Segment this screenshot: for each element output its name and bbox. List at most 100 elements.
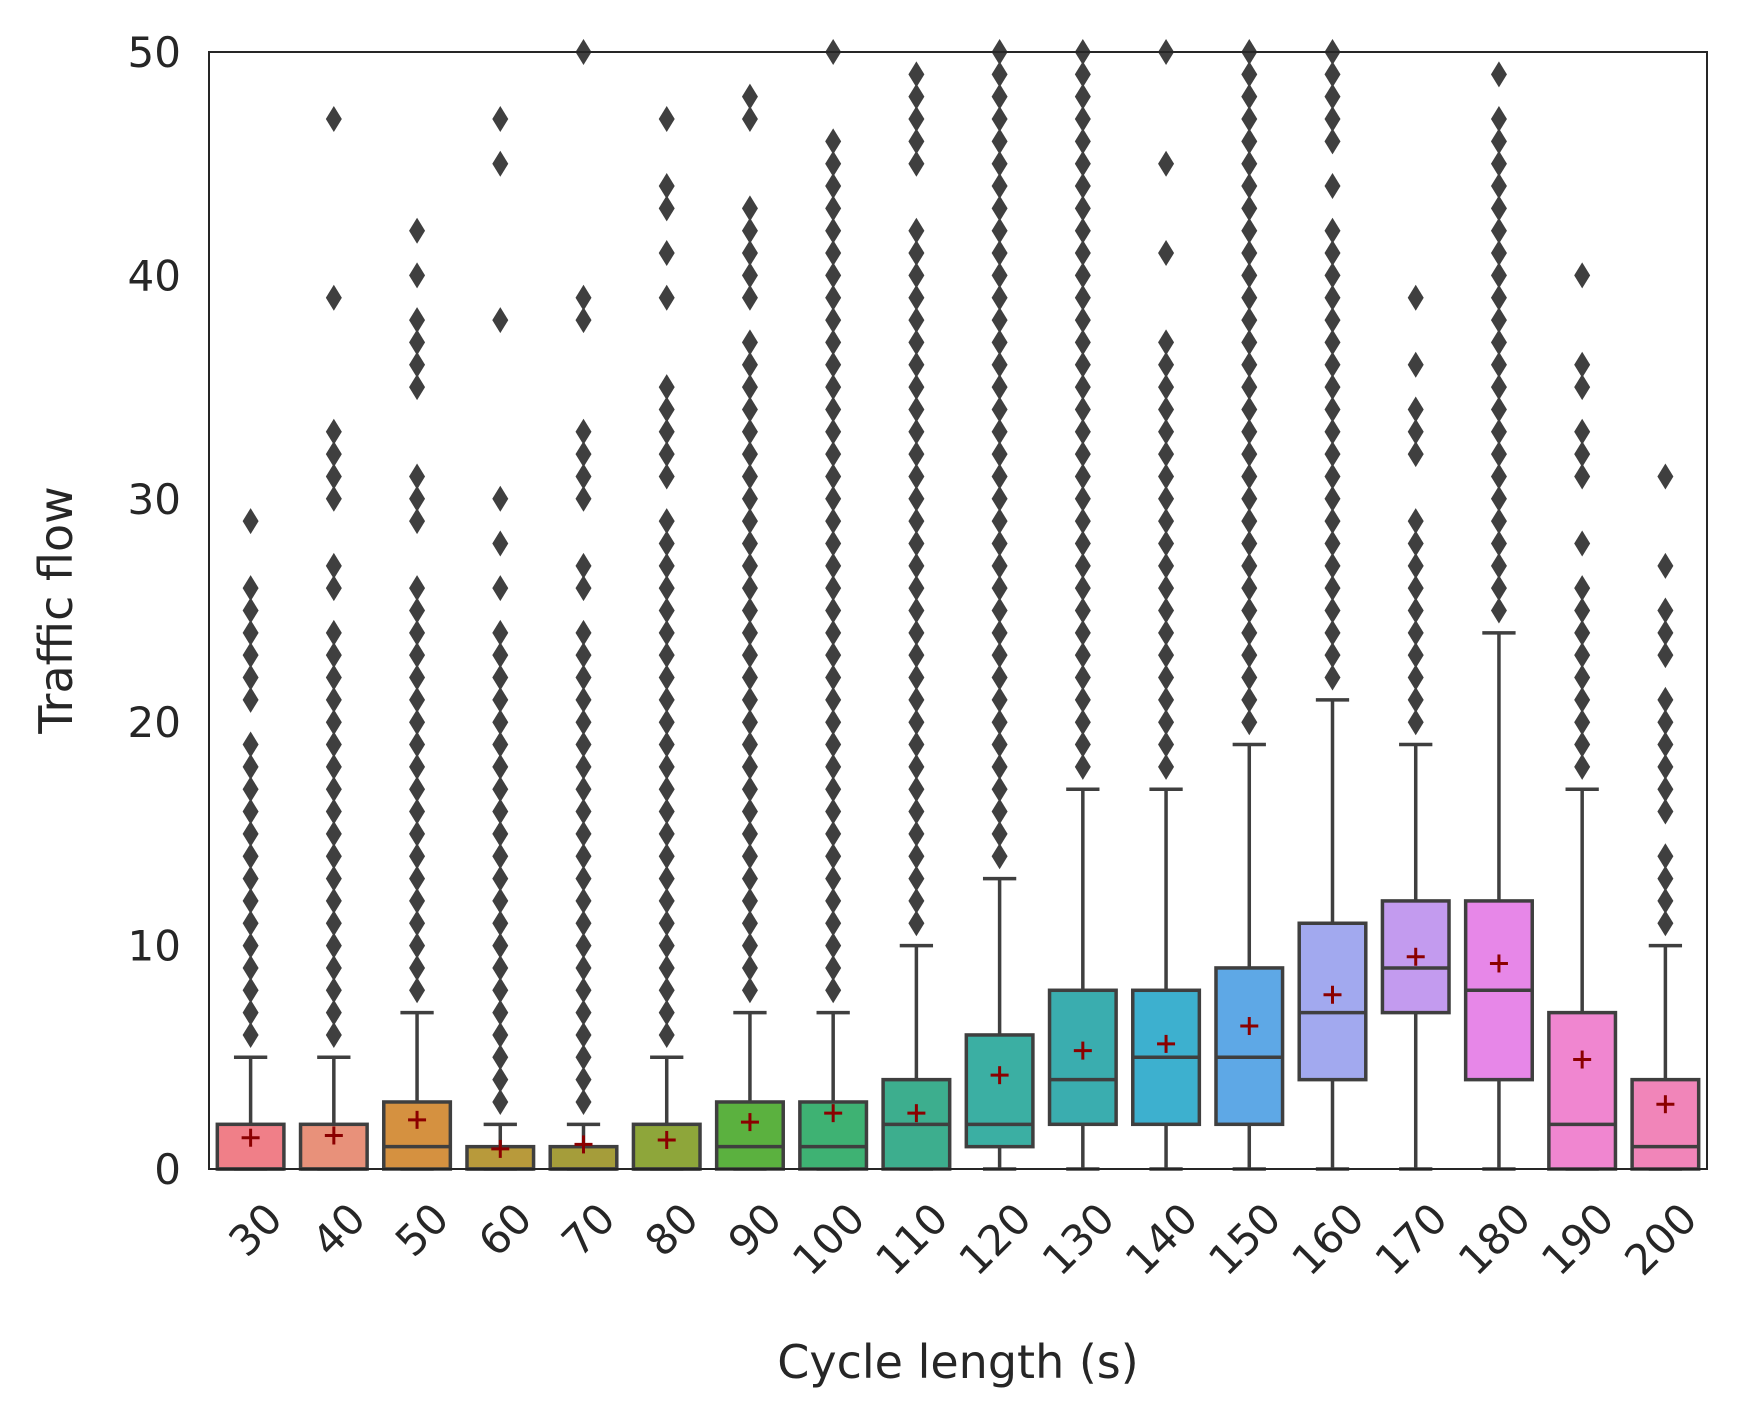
outlier-point — [242, 977, 259, 1004]
outlier-point — [1074, 731, 1091, 758]
outlier-point — [658, 910, 675, 937]
mean-marker — [1240, 1017, 1259, 1036]
outlier-point — [825, 575, 842, 602]
outlier-point — [741, 798, 758, 825]
mean-marker — [1573, 1050, 1592, 1069]
outlier-point — [908, 642, 925, 669]
outlier-point — [409, 642, 426, 669]
outlier-point — [575, 776, 592, 803]
outlier-point — [825, 686, 842, 713]
outlier-point — [1158, 374, 1175, 401]
outlier-point — [991, 150, 1008, 177]
outlier-point — [242, 686, 259, 713]
outlier-point — [1490, 597, 1507, 624]
box-group-100 — [798, 39, 869, 1171]
outlier-point — [1657, 709, 1674, 736]
outlier-point — [741, 709, 758, 736]
outlier-point — [1407, 709, 1424, 736]
outlier-point — [492, 150, 509, 177]
outlier-point — [1407, 552, 1424, 579]
box-190 — [1547, 1010, 1618, 1171]
outlier-point — [741, 262, 758, 289]
outlier-point — [908, 217, 925, 244]
outlier-point — [991, 463, 1008, 490]
outlier-point — [1074, 530, 1091, 557]
outlier-point — [575, 418, 592, 445]
outlier-point — [1158, 664, 1175, 691]
outlier-point — [1074, 262, 1091, 289]
outlier-point — [825, 977, 842, 1004]
outlier-point — [908, 552, 925, 579]
outlier-point — [825, 597, 842, 624]
outlier-point — [575, 709, 592, 736]
outlier-point — [741, 329, 758, 356]
outlier-point — [658, 552, 675, 579]
outlier-point — [741, 686, 758, 713]
outlier-point — [825, 709, 842, 736]
y-tick-label: 10 — [128, 922, 181, 971]
outlier-point — [741, 597, 758, 624]
outlier-point — [1241, 61, 1258, 88]
outlier-point — [242, 865, 259, 892]
outlier-point — [658, 709, 675, 736]
outlier-point — [492, 843, 509, 870]
outlier-point — [658, 619, 675, 646]
outlier-point — [1490, 150, 1507, 177]
outlier-point — [741, 575, 758, 602]
outlier-point — [741, 619, 758, 646]
outlier-point — [1074, 709, 1091, 736]
outlier-point — [825, 843, 842, 870]
outlier-point — [991, 173, 1008, 200]
outlier-point — [825, 753, 842, 780]
box-90 — [714, 1100, 785, 1171]
outlier-point — [658, 508, 675, 535]
mean-marker — [1656, 1095, 1675, 1114]
outlier-point — [1241, 106, 1258, 133]
outlier-point — [1490, 418, 1507, 445]
outlier-point — [1158, 530, 1175, 557]
outlier-point — [1657, 686, 1674, 713]
outlier-point — [325, 999, 342, 1026]
outlier-point — [1241, 664, 1258, 691]
outlier-point — [492, 910, 509, 937]
outlier-point — [825, 798, 842, 825]
outlier-point — [1241, 530, 1258, 557]
outlier-point — [1324, 374, 1341, 401]
outlier-point — [741, 485, 758, 512]
box-group-160 — [1297, 39, 1368, 1171]
outlier-point — [1241, 128, 1258, 155]
outlier-point — [575, 575, 592, 602]
y-axis-label: Traffic flow — [29, 486, 83, 735]
outlier-point — [1074, 418, 1091, 445]
outlier-point — [741, 463, 758, 490]
outlier-point — [1657, 798, 1674, 825]
outlier-point — [908, 619, 925, 646]
outlier-point — [658, 776, 675, 803]
outlier-point — [325, 463, 342, 490]
outlier-point — [1324, 61, 1341, 88]
outlier-point — [991, 508, 1008, 535]
outlier-point — [242, 508, 259, 535]
outlier-point — [658, 977, 675, 1004]
outlier-point — [825, 463, 842, 490]
outlier-point — [908, 240, 925, 267]
outlier-point — [991, 418, 1008, 445]
outlier-point — [1490, 552, 1507, 579]
outlier-point — [325, 686, 342, 713]
outlier-point — [1158, 552, 1175, 579]
outlier-point — [1657, 619, 1674, 646]
outlier-point — [658, 173, 675, 200]
outlier-point — [575, 820, 592, 847]
mean-marker — [657, 1130, 676, 1149]
outlier-point — [492, 977, 509, 1004]
box-group-120 — [964, 39, 1035, 1171]
outlier-point — [325, 575, 342, 602]
outlier-point — [908, 820, 925, 847]
outlier-point — [409, 597, 426, 624]
outlier-point — [741, 217, 758, 244]
outlier-point — [658, 463, 675, 490]
outlier-point — [575, 441, 592, 468]
outlier-point — [991, 485, 1008, 512]
outlier-point — [658, 686, 675, 713]
outlier-point — [1241, 508, 1258, 535]
